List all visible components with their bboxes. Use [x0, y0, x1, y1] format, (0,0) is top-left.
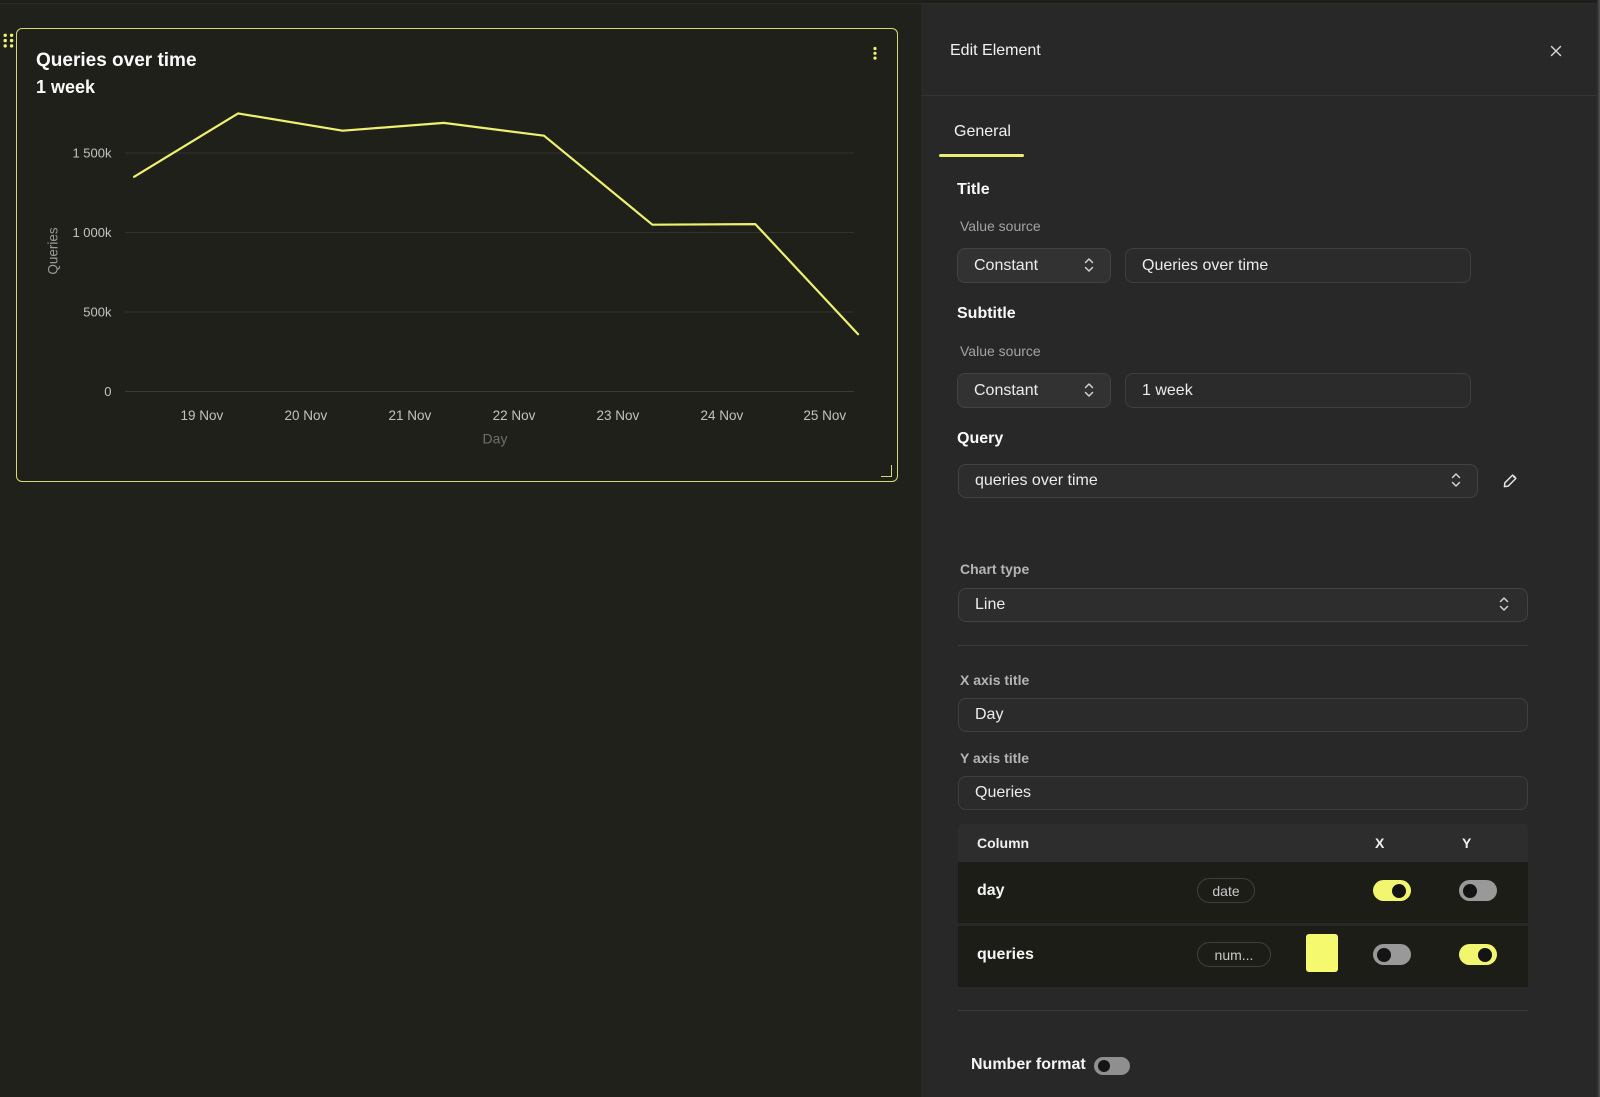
- svg-text:21 Nov: 21 Nov: [389, 408, 432, 423]
- svg-text:1 000k: 1 000k: [72, 225, 112, 240]
- svg-text:24 Nov: 24 Nov: [701, 408, 744, 423]
- svg-text:0: 0: [104, 384, 111, 399]
- svg-text:22 Nov: 22 Nov: [493, 408, 536, 423]
- svg-text:1 500k: 1 500k: [72, 145, 112, 160]
- svg-text:19 Nov: 19 Nov: [181, 408, 224, 423]
- svg-text:500k: 500k: [83, 304, 112, 319]
- svg-text:20 Nov: 20 Nov: [285, 408, 328, 423]
- svg-text:23 Nov: 23 Nov: [597, 408, 640, 423]
- svg-text:Queries: Queries: [46, 227, 61, 275]
- svg-text:Day: Day: [483, 431, 508, 447]
- svg-text:25 Nov: 25 Nov: [803, 408, 846, 423]
